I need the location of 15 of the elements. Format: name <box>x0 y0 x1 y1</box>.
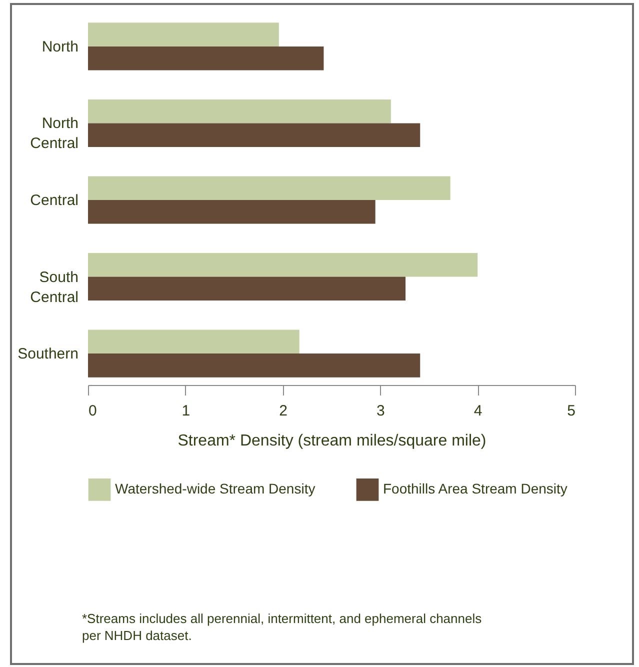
text: *Streams includes all perennial, intermittent, and ephemeral channels per NHDH dataset. <box>82 610 482 644</box>
y-tick-label: North <box>42 38 78 56</box>
y-tick-label: Southern <box>18 346 78 363</box>
legend-label: Watershed-wide Stream Density <box>115 480 316 497</box>
x-tick-label: 5 <box>567 402 576 420</box>
x-axis-title: Stream* Density (stream miles/square mile) <box>178 432 486 450</box>
y-tick-label: North Central <box>30 115 78 152</box>
x-tick-label: 4 <box>474 402 482 420</box>
x-tick-label: 0 <box>88 402 97 420</box>
legend-label: Foothills Area Stream Density <box>383 480 568 497</box>
x-tick-label: 3 <box>376 402 385 420</box>
y-tick-label: South Central <box>30 268 78 306</box>
y-tick-label: Central <box>30 192 78 209</box>
x-tick-label: 2 <box>279 402 288 420</box>
x-tick-label: 1 <box>182 402 190 420</box>
